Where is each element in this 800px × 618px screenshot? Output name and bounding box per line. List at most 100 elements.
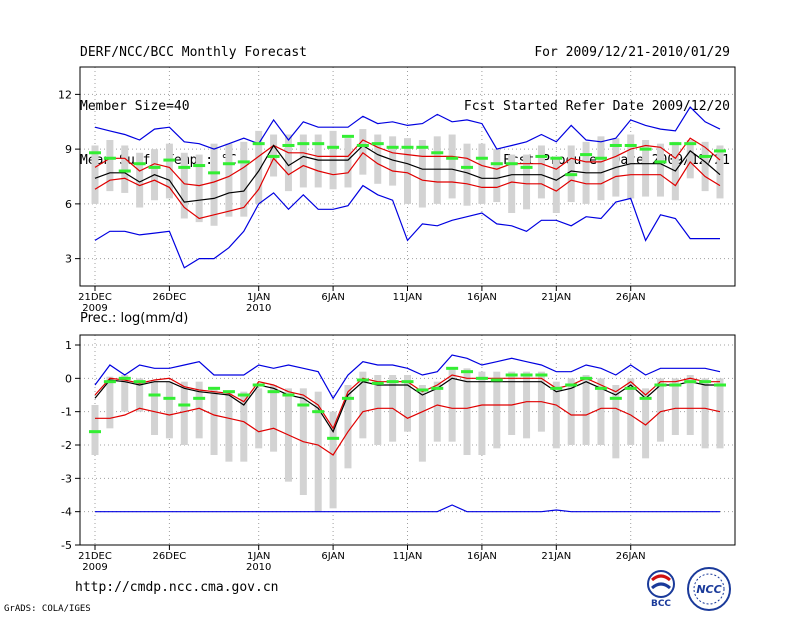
control-run-marker: [505, 373, 518, 377]
ncc-logo: NCC: [687, 567, 731, 611]
ensemble-box: [270, 385, 278, 452]
control-run-marker: [624, 143, 637, 147]
control-run-marker: [341, 396, 354, 400]
control-run-marker: [118, 169, 131, 173]
plot-frame: [79, 334, 736, 546]
y-tick-label: -1: [61, 406, 72, 419]
control-run-marker: [490, 378, 503, 382]
control-run-marker: [222, 390, 235, 394]
ensemble-box: [433, 381, 441, 442]
ensemble-box: [389, 136, 397, 186]
control-run-marker: [609, 396, 622, 400]
control-run-marker: [237, 160, 250, 164]
x-tick-label: 2010: [246, 562, 271, 573]
x-tick-label: 16JAN: [467, 292, 497, 303]
ensemble-box: [597, 378, 605, 445]
ensemble-box: [404, 375, 411, 432]
control-run-marker: [490, 162, 503, 166]
ensemble-box: [106, 140, 114, 192]
control-run-marker: [252, 142, 265, 146]
y-tick-label: 0: [65, 372, 72, 385]
control-run-marker: [624, 386, 637, 390]
control-run-marker: [386, 380, 399, 384]
ensemble-box: [627, 378, 635, 445]
ensemble-mean-line: [94, 377, 720, 434]
precip-title: Prec.: log(mm/d): [80, 311, 188, 326]
ensemble-box: [151, 381, 159, 435]
ensemble-box: [523, 371, 531, 439]
x-tick-label: 2009: [82, 303, 107, 314]
control-run-marker: [252, 383, 265, 387]
control-run-marker: [565, 173, 578, 177]
ensemble-box: [180, 381, 188, 445]
ensemble-box: [701, 378, 709, 449]
control-run-marker: [669, 383, 682, 387]
control-run-marker: [327, 145, 340, 149]
upper-quartile-line: [94, 137, 721, 187]
plot-frame: [79, 66, 736, 287]
x-tick-label: 2010: [246, 303, 271, 314]
x-tick-label: 26DEC: [153, 292, 187, 303]
control-run-marker: [267, 390, 280, 394]
ensemble-box: [463, 368, 471, 455]
control-run-marker: [594, 386, 607, 390]
source-url[interactable]: http://cmdp.ncc.cma.gov.cn: [75, 580, 279, 595]
bcc-logo: BCC: [647, 570, 675, 609]
ensemble-box: [552, 381, 560, 449]
ensemble-box: [210, 388, 218, 455]
control-run-marker: [148, 165, 161, 169]
control-run-marker: [461, 370, 474, 374]
ensemble-box: [165, 381, 173, 439]
ensemble-box: [448, 134, 456, 199]
control-run-marker: [401, 145, 414, 149]
control-run-marker: [654, 160, 667, 164]
lower-bound-line: [95, 504, 720, 513]
control-run-marker: [208, 386, 221, 390]
control-run-marker: [103, 156, 116, 160]
ensemble-box: [493, 371, 501, 449]
control-run-marker: [461, 165, 474, 169]
control-run-marker: [714, 383, 726, 387]
ensemble-box: [121, 145, 129, 193]
x-tick-label: 6JAN: [321, 551, 344, 562]
ensemble-box: [418, 140, 426, 208]
ensemble-box: [91, 145, 99, 204]
ensemble-box: [686, 140, 694, 179]
y-tick-label: -2: [61, 439, 72, 452]
x-tick-label: 1JAN: [247, 292, 270, 303]
ensemble-box: [165, 143, 173, 199]
control-run-marker: [565, 383, 578, 387]
control-run-marker: [327, 436, 340, 440]
ensemble-box: [180, 152, 188, 219]
control-run-marker: [312, 410, 325, 414]
control-run-marker: [550, 386, 563, 390]
ensemble-box: [537, 145, 545, 199]
y-tick-label: 12: [58, 88, 72, 101]
chart-title: DERF/NCC/BCC Monthly Forecast: [80, 45, 307, 60]
x-tick-label: 26DEC: [153, 551, 187, 562]
x-tick-label: 21DEC: [78, 292, 112, 303]
control-run-marker: [133, 380, 146, 384]
ensemble-box: [493, 149, 501, 203]
ensemble-box: [508, 371, 516, 435]
ensemble-box: [314, 134, 322, 188]
control-run-marker: [475, 376, 488, 380]
control-run-marker: [178, 165, 191, 169]
control-run-marker: [699, 154, 712, 158]
control-run-marker: [208, 171, 221, 175]
ensemble-box: [404, 138, 411, 204]
control-run-marker: [684, 380, 697, 384]
control-run-marker: [535, 373, 548, 377]
ensemble-box: [642, 140, 650, 197]
control-run-marker: [89, 151, 101, 155]
y-tick-label: 9: [65, 143, 72, 156]
control-run-marker: [609, 143, 622, 147]
control-run-marker: [550, 156, 563, 160]
ensemble-box: [716, 378, 724, 449]
ensemble-box: [433, 136, 441, 204]
ensemble-box: [597, 136, 605, 201]
control-run-marker: [371, 142, 384, 146]
ensemble-box: [255, 388, 263, 449]
ensemble-box: [448, 368, 456, 442]
